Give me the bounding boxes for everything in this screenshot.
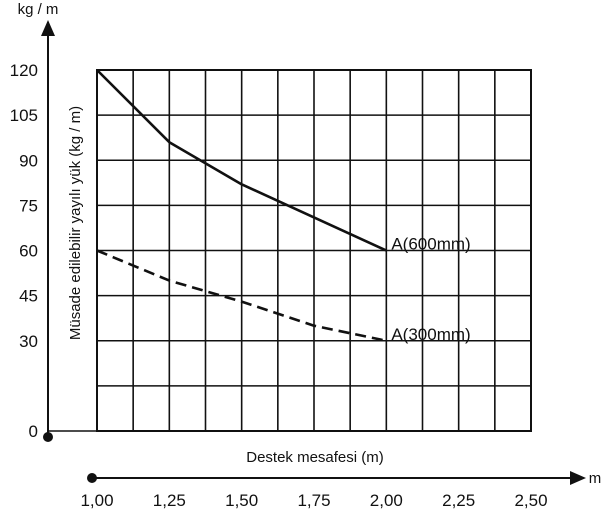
x-axis-arrow	[570, 471, 586, 485]
y-tick-label: 0	[29, 422, 38, 441]
x-unit-label: m	[589, 470, 602, 487]
x-tick-label: 1,25	[153, 491, 186, 510]
series-label: A(300mm)	[391, 325, 470, 344]
y-unit-label: kg / m	[18, 1, 59, 18]
plot-grid	[48, 69, 532, 432]
y-tick-label: 105	[10, 106, 38, 125]
y-tick-label: 45	[19, 287, 38, 306]
x-tick-label: 2,25	[442, 491, 475, 510]
y-tick-label: 90	[19, 151, 38, 170]
y-axis-arrow	[41, 20, 55, 36]
x-axis-origin-dot	[87, 473, 97, 483]
y-axis-origin-dot	[43, 432, 53, 442]
x-axis-title: Destek mesafesi (m)	[246, 449, 384, 466]
x-tick-label: 1,50	[225, 491, 258, 510]
x-tick-label: 1,75	[297, 491, 330, 510]
series-label: A(600mm)	[391, 235, 470, 254]
y-tick-label: 120	[10, 61, 38, 80]
x-tick-label: 1,00	[80, 491, 113, 510]
series-line	[96, 69, 387, 252]
series-line	[96, 249, 387, 343]
x-tick-label: 2,00	[370, 491, 403, 510]
tick-labels: 0 30 45 60 75 90 105 120 1,00 1,25 1,50 1,75 2,00 2,2…	[10, 61, 548, 510]
y-axis-title: Müsade edilebilir yayılı yük (kg / m)	[67, 106, 84, 340]
x-tick-label: 2,50	[514, 491, 547, 510]
series-group: A(600mm) A(300mm)	[96, 69, 471, 344]
y-tick-label: 60	[19, 242, 38, 261]
y-tick-label: 75	[19, 196, 38, 215]
y-tick-label: 30	[19, 332, 38, 351]
